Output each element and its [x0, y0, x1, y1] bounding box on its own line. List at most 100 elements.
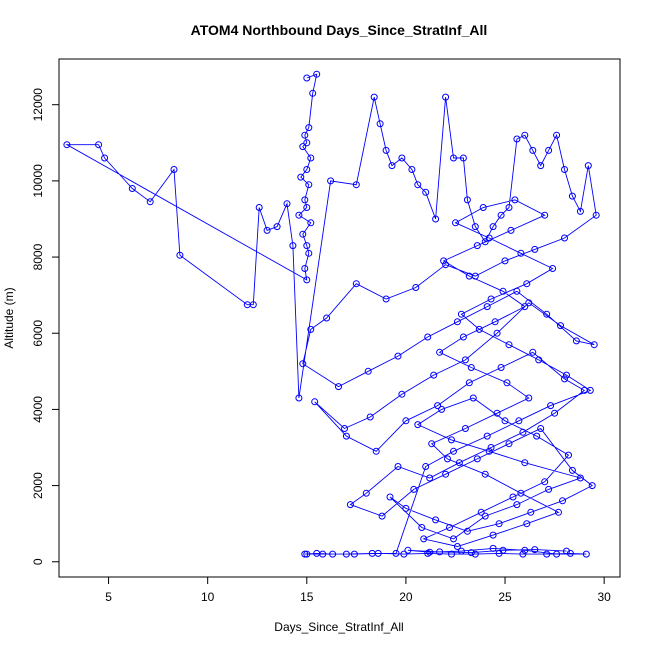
y-tick-label: 6000 [31, 320, 45, 347]
data-point [471, 550, 479, 558]
data-point [382, 146, 390, 154]
data-point [457, 547, 465, 555]
data-point [499, 546, 507, 554]
x-tick-label: 10 [201, 590, 215, 604]
data-point [503, 379, 511, 387]
data-point [303, 242, 311, 250]
data-point [563, 547, 570, 555]
data-point [303, 204, 311, 211]
data-point [410, 485, 418, 493]
data-point [549, 265, 557, 272]
data-point [505, 440, 513, 448]
data-point [418, 524, 426, 531]
data-point [422, 463, 430, 470]
series-layer [63, 70, 600, 558]
data-point [444, 455, 451, 463]
data-point [436, 348, 444, 356]
data-point [519, 428, 527, 436]
data-point [533, 432, 541, 440]
data-point [505, 341, 513, 349]
data-point [350, 550, 358, 558]
data-point [301, 196, 309, 204]
data-point [176, 251, 184, 259]
data-point [519, 550, 527, 558]
data-point [426, 548, 434, 556]
data-point [301, 131, 309, 139]
data-point [547, 402, 555, 410]
data-point [576, 474, 584, 482]
data-point [374, 549, 382, 557]
data-point [388, 162, 396, 170]
data-point [590, 341, 598, 349]
data-point [586, 386, 594, 394]
data-point [459, 154, 467, 162]
data-point [428, 440, 436, 448]
data-point [446, 524, 453, 531]
data-point [537, 425, 545, 432]
data-point [545, 485, 553, 493]
data-point [327, 177, 335, 185]
x-axis-label: Days_Since_StratInf_All [274, 620, 403, 634]
data-point [529, 146, 537, 154]
data-point [553, 131, 561, 139]
data-point [366, 413, 374, 421]
data-point [557, 322, 564, 330]
data-point [543, 310, 551, 318]
data-point [299, 360, 307, 368]
data-point [513, 135, 521, 143]
data-point [563, 371, 570, 379]
data-point [394, 352, 402, 360]
data-point [309, 89, 317, 97]
data-point [568, 466, 576, 474]
data-point [559, 497, 566, 505]
data-point [501, 257, 509, 265]
data-point [565, 451, 572, 459]
plot-frame [58, 58, 621, 578]
data-point [485, 447, 493, 455]
data-point [342, 550, 350, 558]
data-point [376, 120, 384, 128]
data-point [511, 196, 519, 204]
data-point [297, 173, 305, 181]
data-point [452, 219, 459, 227]
data-point [465, 272, 473, 280]
data-point [313, 549, 321, 557]
data-point [440, 257, 448, 265]
data-point [408, 166, 416, 173]
y-tick-label: 2000 [31, 472, 45, 499]
data-point [303, 276, 311, 284]
data-point [398, 390, 406, 398]
data-point [483, 303, 491, 311]
data-point [303, 139, 311, 147]
data-point [128, 185, 136, 192]
data-point [523, 280, 531, 288]
data-point [289, 242, 297, 250]
data-point [362, 489, 370, 497]
data-point [299, 230, 307, 238]
data-point [307, 154, 315, 162]
data-point [523, 520, 531, 528]
data-point [561, 234, 568, 242]
data-point [263, 226, 271, 234]
data-point [467, 549, 475, 557]
data-point [301, 265, 309, 272]
data-point [352, 181, 360, 189]
data-point [95, 141, 103, 149]
data-point [295, 211, 303, 219]
data-point [442, 93, 450, 101]
data-point [386, 493, 394, 501]
x-tick-label: 30 [597, 590, 611, 604]
data-point [378, 512, 386, 520]
data-point [576, 207, 584, 215]
y-tick-label: 0 [31, 558, 45, 565]
data-point [521, 459, 529, 467]
y-axis: 0 2000 4000 6000 8000 10000 12000 [31, 88, 59, 565]
x-axis: 5 10 15 20 25 30 [105, 577, 611, 604]
data-point [283, 200, 291, 208]
data-point [329, 550, 337, 558]
data-point [505, 204, 513, 211]
data-point [489, 223, 497, 231]
series-line [65, 73, 597, 555]
data-point [481, 512, 489, 520]
